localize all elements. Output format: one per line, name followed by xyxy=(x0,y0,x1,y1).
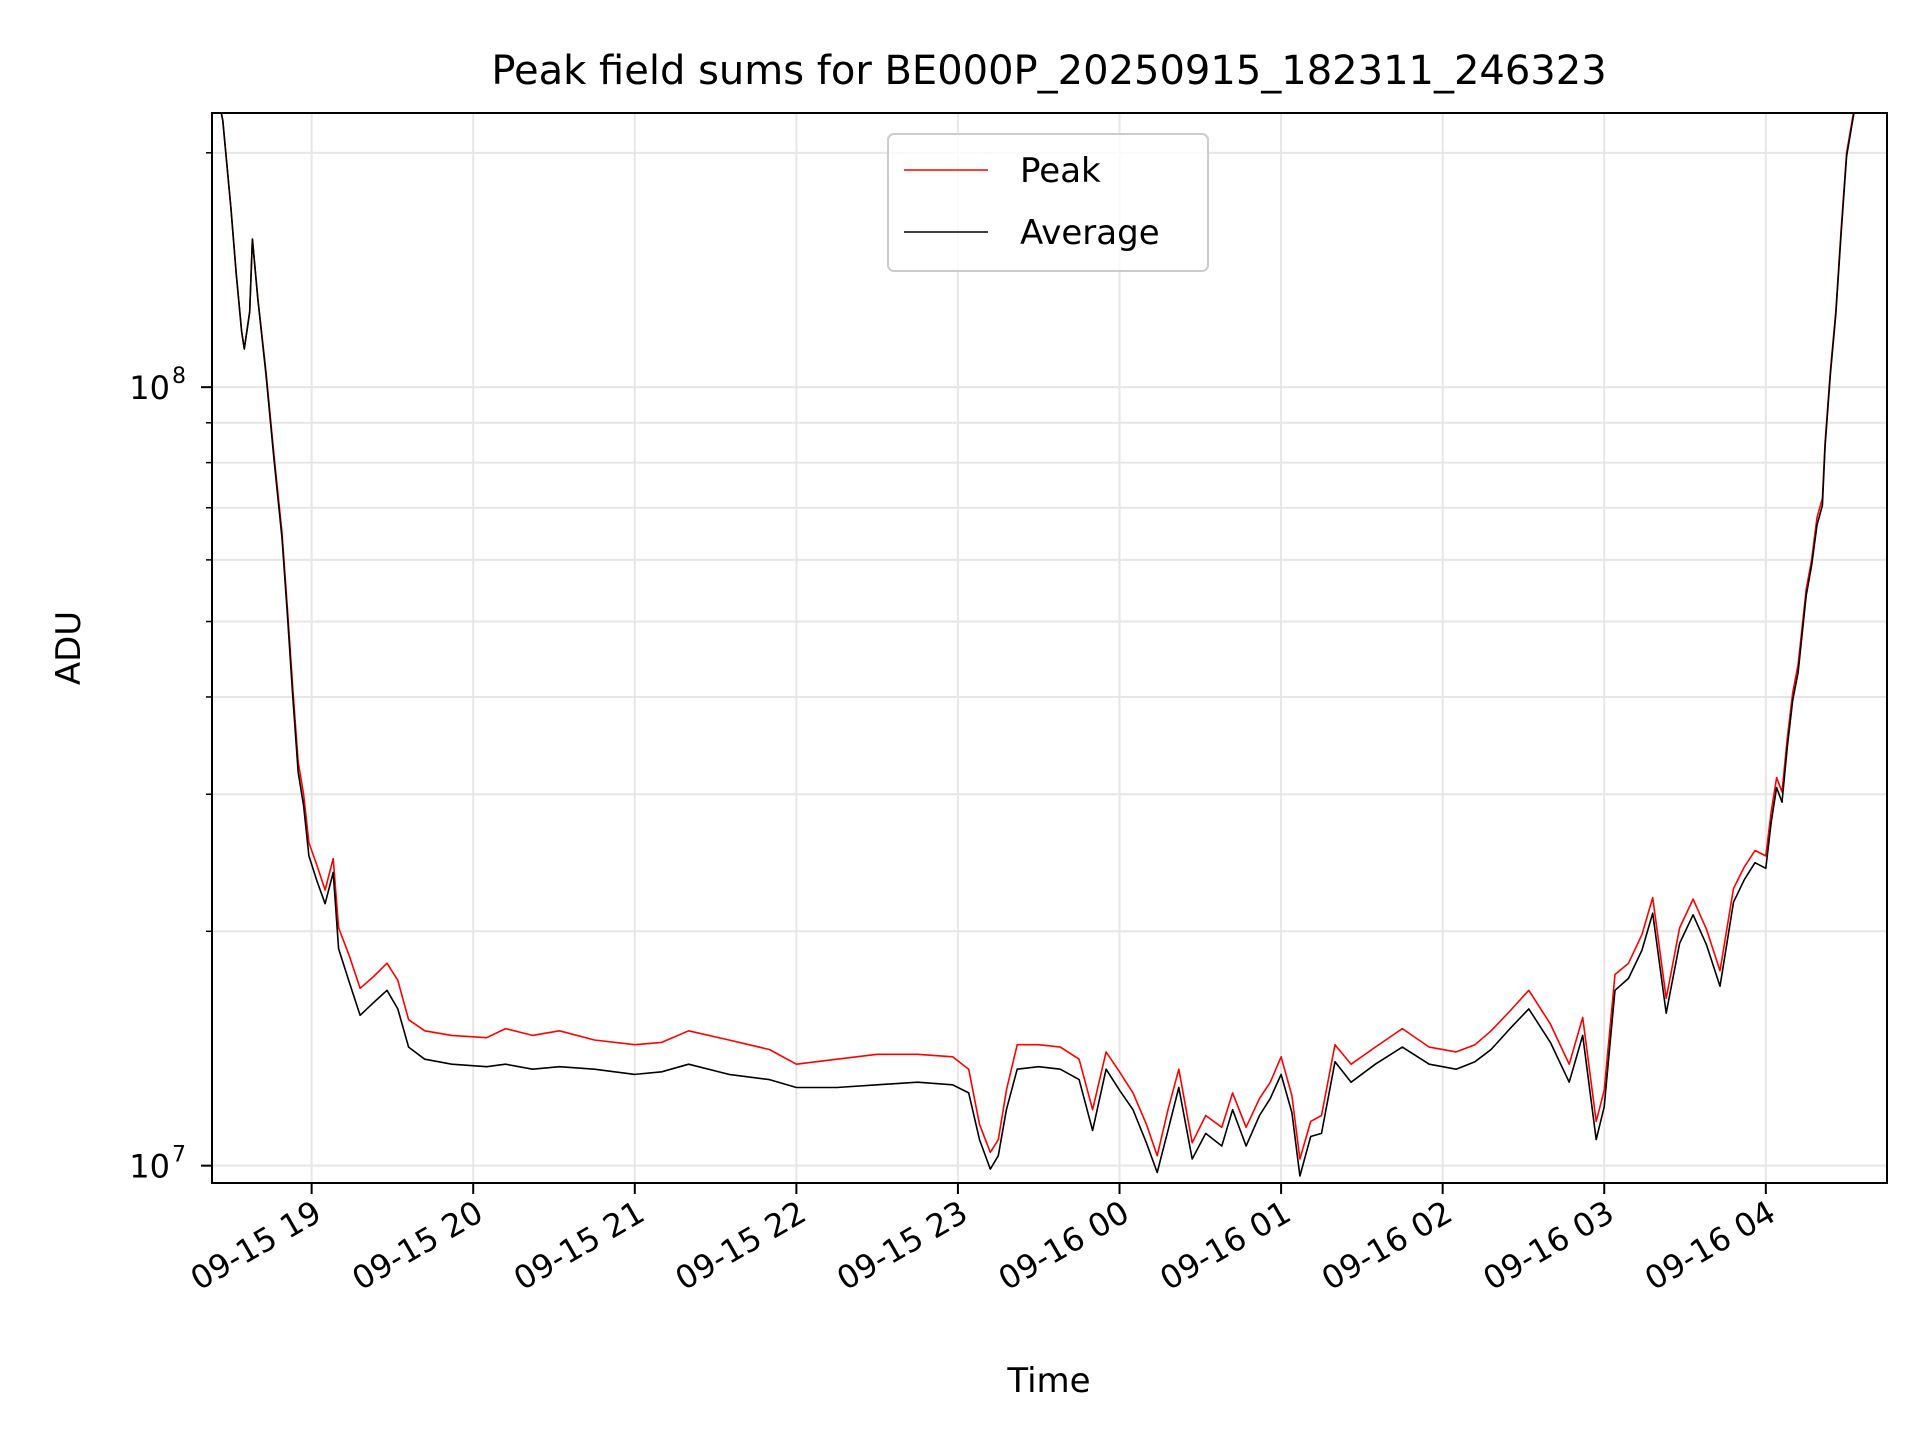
y-axis-label: ADU xyxy=(49,611,89,685)
y-tick-label: 10 xyxy=(129,369,170,407)
series-line-average xyxy=(220,113,1855,1177)
legend-label-peak: Peak xyxy=(1020,151,1101,191)
x-axis-label: Time xyxy=(1006,1361,1090,1401)
series-line-peak xyxy=(220,113,1855,1160)
legend-label-average: Average xyxy=(1020,213,1160,253)
legend: Peak Average xyxy=(887,133,1209,272)
plot-frame xyxy=(211,112,1888,1184)
y-tick-label: 10 xyxy=(129,1148,170,1186)
plot-series xyxy=(220,113,1855,1177)
legend-box xyxy=(887,133,1209,272)
grid-lines xyxy=(212,113,1887,1183)
y-tick-label-exponent: 7 xyxy=(172,1143,186,1168)
y-tick-label-exponent: 8 xyxy=(172,364,186,389)
chart-title: Peak field sums for BE000P_20250915_1823… xyxy=(491,48,1606,94)
